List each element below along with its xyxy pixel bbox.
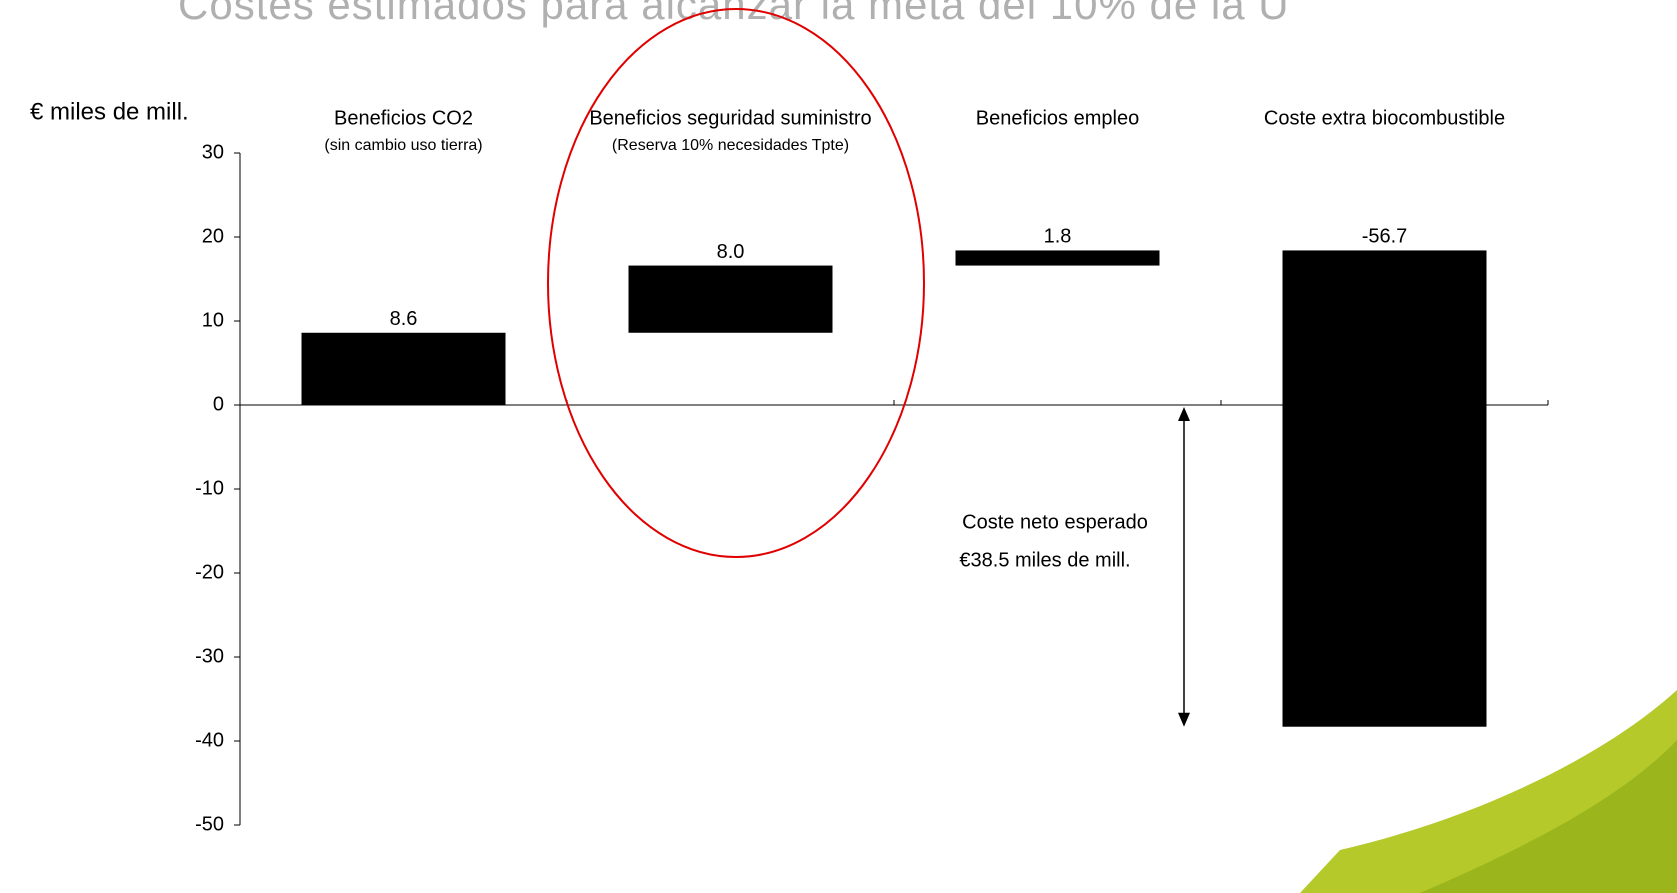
- y-tick-label: -20: [195, 561, 224, 583]
- decoration-swoosh: [1420, 740, 1677, 893]
- y-tick-label: 20: [202, 225, 224, 247]
- category-label: Beneficios CO2: [334, 107, 473, 129]
- y-tick-label: -10: [195, 477, 224, 499]
- y-tick-label: 30: [202, 141, 224, 163]
- y-tick-label: -30: [195, 645, 224, 667]
- value-label: 8.0: [717, 241, 745, 263]
- y-tick-label: -40: [195, 729, 224, 751]
- y-axis-label: € miles de mill.: [30, 98, 189, 125]
- annotation: Coste neto esperado: [962, 511, 1148, 533]
- bar: [628, 265, 833, 333]
- y-tick-label: 0: [213, 393, 224, 415]
- value-label: 8.6: [390, 308, 418, 330]
- arrow-head: [1178, 407, 1190, 421]
- y-tick-label: 10: [202, 309, 224, 331]
- value-label: 1.8: [1044, 226, 1072, 248]
- y-tick-label: -50: [195, 813, 224, 835]
- category-sublabel: (Reserva 10% necesidades Tpte): [612, 137, 849, 154]
- bar: [301, 332, 506, 405]
- arrow-head: [1178, 712, 1190, 727]
- category-label: Beneficios seguridad suministro: [589, 107, 871, 129]
- category-label: Coste extra biocombustible: [1264, 107, 1505, 129]
- bar: [955, 250, 1160, 266]
- value-label: -56.7: [1362, 226, 1408, 248]
- category-sublabel: (sin cambio uso tierra): [324, 137, 482, 154]
- highlight-ellipse: [547, 8, 925, 558]
- category-label: Beneficios empleo: [976, 107, 1139, 129]
- annotation: €38.5 miles de mill.: [959, 549, 1130, 571]
- bar: [1282, 250, 1487, 727]
- chart-title: Costes estimados para alcanzar la meta d…: [178, 0, 1290, 28]
